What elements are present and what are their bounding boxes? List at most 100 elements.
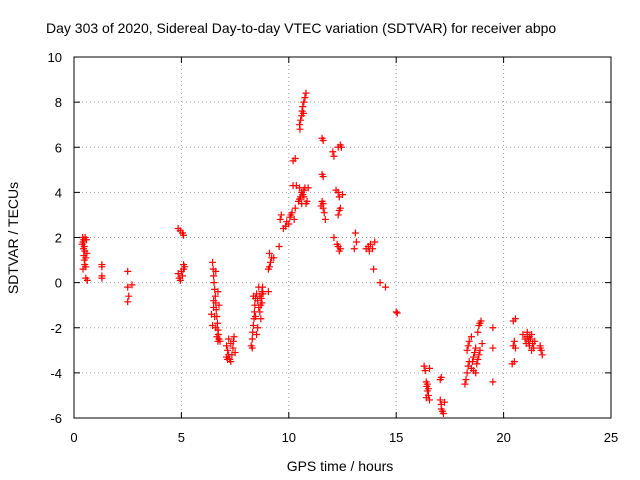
data-point (264, 288, 272, 296)
x-axis-label: GPS time / hours (287, 458, 394, 474)
data-point (276, 215, 284, 223)
data-point (255, 283, 263, 291)
data-point (424, 385, 432, 393)
data-point (474, 355, 482, 363)
data-point (538, 351, 546, 359)
x-tick-label: 15 (389, 430, 403, 445)
data-point (249, 292, 257, 300)
data-point (251, 301, 259, 309)
data-point (216, 337, 224, 345)
data-point (209, 258, 217, 266)
data-point (254, 324, 262, 332)
data-point (478, 340, 486, 348)
data-point (536, 344, 544, 352)
data-point (334, 211, 342, 219)
y-tick-label: 0 (55, 276, 62, 291)
x-tick-label: 5 (178, 430, 185, 445)
data-point (463, 369, 471, 377)
data-point (82, 254, 90, 262)
data-point (213, 319, 221, 327)
data-point (461, 380, 469, 388)
data-point (210, 272, 218, 280)
data-point (210, 303, 218, 311)
data-point (489, 378, 497, 386)
data-point (299, 103, 307, 111)
data-point (249, 328, 257, 336)
data-point (124, 298, 132, 306)
data-point (98, 263, 106, 271)
y-tick-label: 10 (48, 50, 62, 65)
data-point (525, 333, 533, 341)
data-point (320, 209, 328, 217)
data-point (300, 98, 308, 106)
data-point (285, 220, 293, 228)
data-point (231, 349, 239, 357)
data-point (265, 263, 273, 271)
data-point (337, 143, 345, 151)
data-point (350, 245, 358, 253)
data-point (370, 265, 378, 273)
data-point (212, 267, 220, 275)
data-point (125, 292, 133, 300)
data-point (301, 94, 309, 102)
data-point (275, 243, 283, 251)
data-point (475, 351, 483, 359)
data-point (352, 238, 360, 246)
data-point (425, 364, 433, 372)
data-point (270, 254, 278, 262)
data-point (303, 197, 311, 205)
data-point (223, 353, 231, 361)
data-point (210, 279, 218, 287)
y-axis-label: SDTVAR / TECUs (5, 182, 21, 294)
data-point (336, 245, 344, 253)
y-tick-label: 6 (55, 140, 62, 155)
data-point (207, 310, 215, 318)
data-point (291, 204, 299, 212)
data-point (472, 369, 480, 377)
data-point (439, 409, 447, 417)
data-point (82, 274, 90, 282)
data-point (392, 308, 400, 316)
data-point (393, 309, 401, 317)
data-point (78, 240, 86, 248)
data-point (523, 328, 531, 336)
data-point (256, 292, 264, 300)
data-point (528, 346, 536, 354)
data-point (225, 335, 233, 343)
chart-title: Day 303 of 2020, Sidereal Day-to-day VTE… (46, 20, 556, 36)
data-point (253, 331, 261, 339)
y-tick-label: -6 (50, 411, 62, 426)
data-point (296, 184, 304, 192)
data-point (181, 263, 189, 271)
data-point (230, 333, 238, 341)
data-point (477, 317, 485, 325)
data-point (252, 312, 260, 320)
data-point (472, 344, 480, 352)
data-point (277, 211, 285, 219)
data-point (511, 315, 519, 323)
data-point (319, 200, 327, 208)
data-point (351, 229, 359, 237)
data-point (82, 263, 90, 271)
data-point (210, 297, 218, 305)
data-point (420, 362, 428, 370)
data-point (465, 337, 473, 345)
data-point (376, 279, 384, 287)
data-point (489, 344, 497, 352)
data-point (333, 240, 341, 248)
y-tick-label: -2 (50, 321, 62, 336)
data-point (180, 231, 188, 239)
data-point (464, 342, 472, 350)
data-point (473, 360, 481, 368)
data-point (215, 301, 223, 309)
data-point (296, 125, 304, 133)
data-point (288, 209, 296, 217)
data-point (339, 191, 346, 199)
data-point (319, 136, 327, 144)
data-point (299, 109, 307, 117)
data-point (302, 89, 310, 97)
data-point (248, 335, 256, 343)
data-point (519, 331, 527, 339)
data-point (441, 398, 449, 406)
data-point (249, 321, 257, 329)
